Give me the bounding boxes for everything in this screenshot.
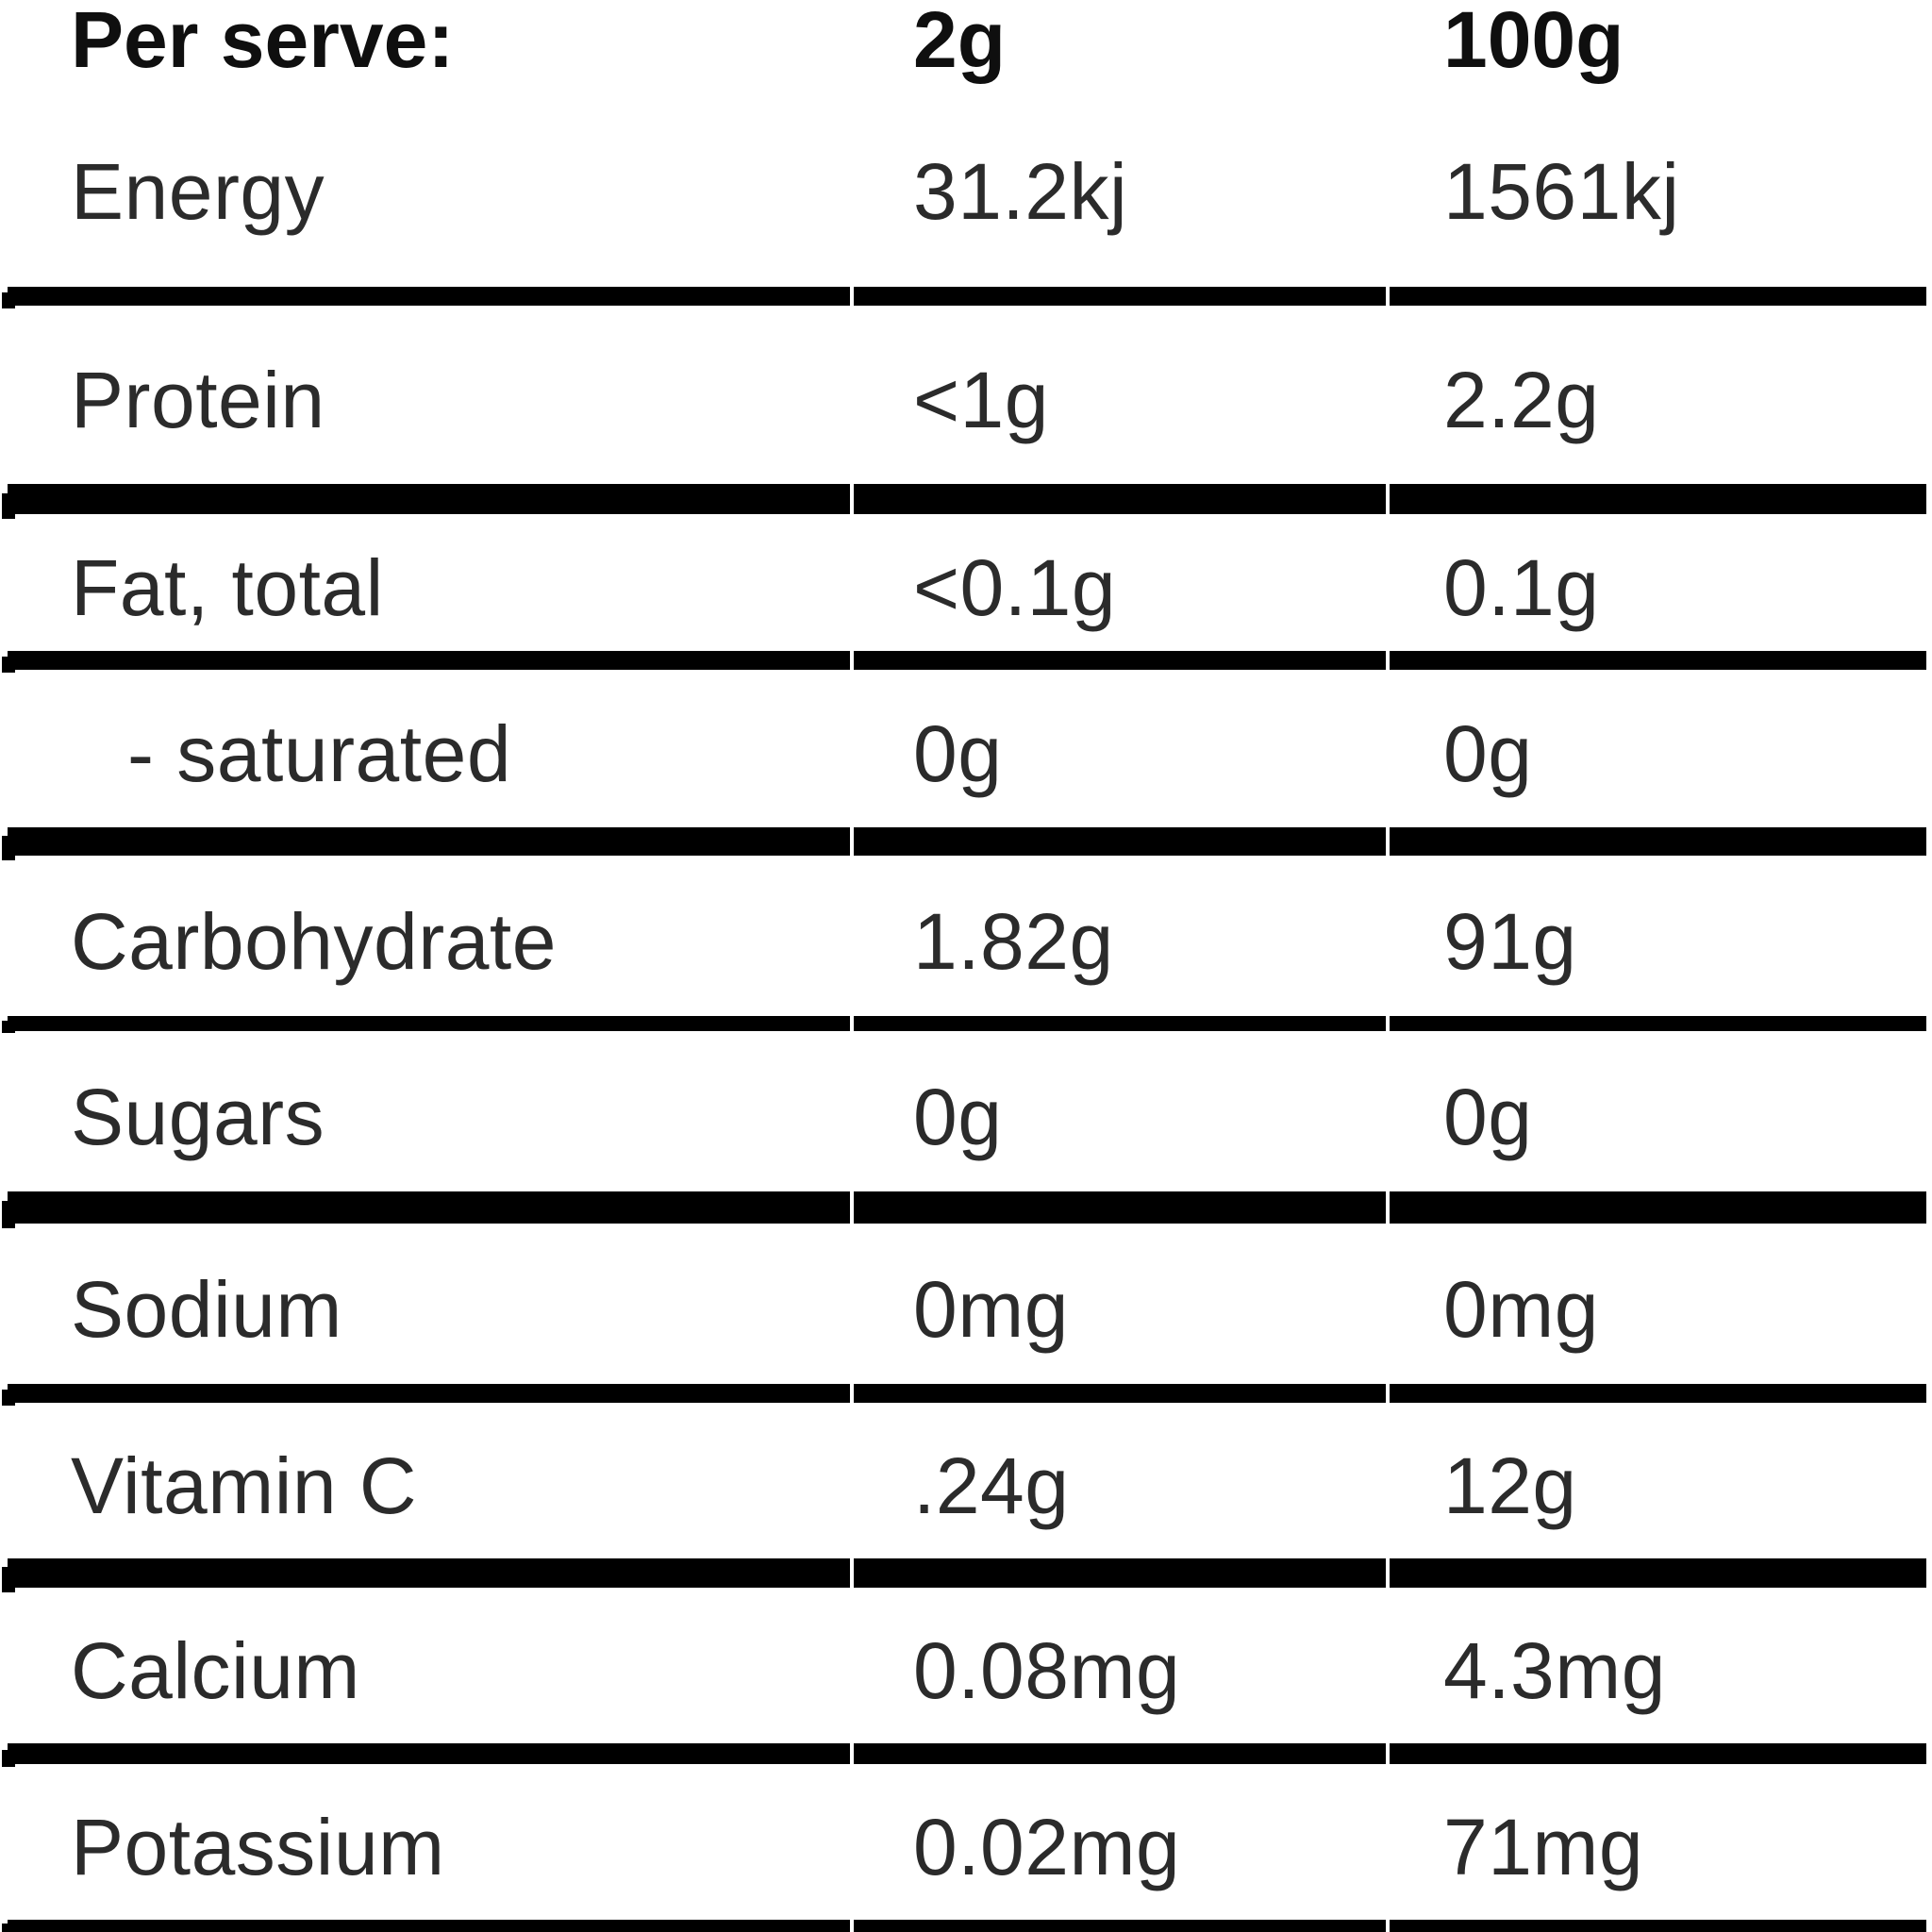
nutrient-label: Calcium [71, 1626, 360, 1715]
row-divider [2, 1016, 1926, 1034]
nutrient-label: Carbohydrate [71, 896, 557, 986]
row-divider [2, 827, 1926, 860]
table-row-calcium: Calcium 0.08mg 4.3mg [0, 1588, 1932, 1743]
per-100g-value: 0g [1443, 1072, 1533, 1161]
per-serve-value: 31.2kj [913, 146, 1128, 236]
row-divider [2, 1743, 1926, 1768]
per-100g-value: 4.3mg [1443, 1626, 1666, 1715]
table-row-sodium: Sodium 0mg 0mg [0, 1224, 1932, 1384]
header-serving-size: 2g [913, 0, 1007, 84]
per-100g-value: 71mg [1443, 1803, 1644, 1891]
row-divider [2, 1384, 1926, 1406]
per-serve-value: .24g [913, 1441, 1070, 1530]
per-100g-value: 91g [1443, 896, 1577, 986]
per-serve-value: 0.02mg [913, 1803, 1181, 1891]
table-header-row: Per serve: 2g 100g [0, 0, 1932, 85]
header-per-serve: Per serve: [71, 0, 455, 84]
nutrient-label: Fat, total [71, 543, 384, 632]
table-row-saturated-fat: - saturated 0g 0g [0, 670, 1932, 827]
nutrient-label: Sugars [71, 1072, 325, 1161]
table-row-energy: Energy 31.2kj 1561kj [0, 85, 1932, 287]
per-serve-value: 0mg [913, 1264, 1069, 1354]
per-serve-value: 0.08mg [913, 1626, 1181, 1715]
per-100g-value: 1561kj [1443, 146, 1680, 236]
per-100g-value: 0g [1443, 709, 1533, 798]
nutrient-label: Sodium [71, 1264, 342, 1354]
per-serve-value: <1g [913, 356, 1049, 444]
per-serve-value: 0g [913, 709, 1003, 798]
row-divider [2, 1558, 1926, 1592]
header-per-100g: 100g [1443, 0, 1624, 84]
per-100g-value: 12g [1443, 1441, 1577, 1530]
per-100g-value: 0.1g [1443, 543, 1600, 632]
table-row-vitamin-c: Vitamin C .24g 12g [0, 1403, 1932, 1558]
table-row-potassium: Potassium 0.02mg 71mg [0, 1764, 1932, 1920]
table-row-sugars: Sugars 0g 0g [0, 1031, 1932, 1191]
per-100g-value: 2.2g [1443, 356, 1600, 444]
per-serve-value: <0.1g [913, 543, 1117, 632]
row-divider [2, 651, 1926, 673]
table-row-fat-total: Fat, total <0.1g 0.1g [0, 514, 1932, 651]
table-row-carbohydrate: Carbohydrate 1.82g 91g [0, 856, 1932, 1016]
nutrient-label: Protein [71, 356, 325, 444]
nutrient-label: Vitamin C [71, 1441, 418, 1530]
table-row-protein: Protein <1g 2.2g [0, 306, 1932, 484]
bottom-border [2, 1920, 1926, 1932]
row-divider [2, 484, 1926, 519]
nutrient-label: Potassium [71, 1803, 445, 1891]
per-100g-value: 0mg [1443, 1264, 1599, 1354]
row-divider [2, 287, 1926, 308]
per-serve-value: 0g [913, 1072, 1003, 1161]
row-divider [2, 1191, 1926, 1229]
nutrient-label: - saturated [127, 709, 512, 798]
per-serve-value: 1.82g [913, 896, 1114, 986]
nutrient-label: Energy [71, 146, 325, 236]
